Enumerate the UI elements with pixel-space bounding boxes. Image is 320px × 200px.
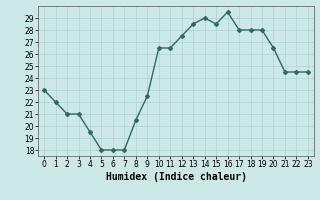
X-axis label: Humidex (Indice chaleur): Humidex (Indice chaleur) [106,172,246,182]
